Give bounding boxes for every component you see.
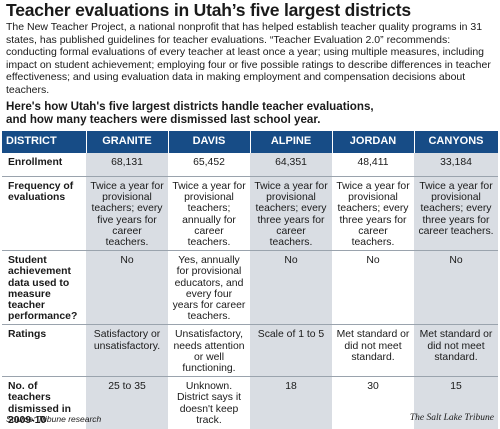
row-label-ratings: Ratings <box>2 324 86 378</box>
cell-frequency-alpine: Twice a year for provisional teachers; e… <box>250 176 332 252</box>
row-label-student-data: Student achievement data used to measure… <box>2 250 86 326</box>
subhead-line-1: Here's how Utah's five largest districts… <box>6 100 374 113</box>
header-davis: DAVIS <box>168 131 251 153</box>
header-alpine: ALPINE <box>250 131 333 153</box>
cell-frequency-granite: Twice a year for provisional teachers; e… <box>86 176 168 252</box>
cell-enrollment-davis: 65,452 <box>168 153 250 177</box>
cell-dismissed-alpine: 18 <box>250 376 332 429</box>
table-row-ratings: Ratings Satisfactory or unsatisfactory. … <box>2 324 498 378</box>
publisher-credit: The Salt Lake Tribune <box>409 413 494 423</box>
evaluation-table: DISTRICT GRANITE DAVIS ALPINE JORDAN CAN… <box>2 131 499 429</box>
table-header-row: DISTRICT GRANITE DAVIS ALPINE JORDAN CAN… <box>2 131 499 153</box>
cell-student-data-jordan: No <box>332 250 414 326</box>
cell-frequency-jordan: Twice a year for provisional teachers; e… <box>332 176 414 252</box>
header-jordan: JORDAN <box>332 131 415 153</box>
table-subhead: Here's how Utah's five largest districts… <box>6 100 498 126</box>
cell-student-data-davis: Yes, annually for provisional educators,… <box>168 250 250 326</box>
row-label-enrollment: Enrollment <box>2 153 86 177</box>
cell-ratings-davis: Unsatisfactory, needs attention or well … <box>168 324 250 378</box>
cell-ratings-alpine: Scale of 1 to 5 <box>250 324 332 378</box>
source-note: Source: Tribune research <box>6 414 102 424</box>
cell-dismissed-granite: 25 to 35 <box>86 376 168 429</box>
intro-paragraph: The New Teacher Project, a national nonp… <box>6 21 491 96</box>
cell-ratings-jordan: Met standard or did not meet standard. <box>332 324 414 378</box>
cell-dismissed-davis: Unknown. District says it doesn't keep t… <box>176 381 242 426</box>
cell-ratings-canyons: Met standard or did not meet standard. <box>414 324 498 378</box>
header-granite: GRANITE <box>86 131 169 153</box>
page-title: Teacher evaluations in Utah’s five large… <box>6 0 411 20</box>
cell-ratings-granite: Satisfactory or unsatisfactory. <box>86 324 168 378</box>
cell-student-data-granite: No <box>86 250 168 326</box>
table-row-dismissed: No. of teachers dismissed in 2009-10 25 … <box>2 376 498 429</box>
cell-frequency-canyons: Twice a year for provisional teachers; e… <box>414 176 498 252</box>
cell-enrollment-canyons: 33,184 <box>414 153 498 177</box>
table-row-enrollment: Enrollment 68,131 65,452 64,351 48,411 3… <box>2 153 498 177</box>
subhead-line-2: and how many teachers were dismissed las… <box>6 113 321 126</box>
cell-frequency-davis: Twice a year for provisional teachers; a… <box>168 176 250 252</box>
cell-student-data-alpine: No <box>250 250 332 326</box>
header-canyons: CANYONS <box>414 131 499 153</box>
cell-enrollment-jordan: 48,411 <box>332 153 414 177</box>
cell-student-data-canyons: No <box>414 250 498 326</box>
cell-enrollment-granite: 68,131 <box>86 153 168 177</box>
table-row-student-data: Student achievement data used to measure… <box>2 250 498 326</box>
cell-dismissed-canyons: 15 <box>414 376 498 429</box>
cell-enrollment-alpine: 64,351 <box>250 153 332 177</box>
header-district: DISTRICT <box>2 131 87 153</box>
row-label-dismissed: No. of teachers dismissed in 2009-10 <box>8 381 71 426</box>
row-label-frequency: Frequency of evaluations <box>2 176 86 252</box>
table-row-frequency: Frequency of evaluations Twice a year fo… <box>2 176 498 252</box>
cell-dismissed-jordan: 30 <box>367 381 379 393</box>
